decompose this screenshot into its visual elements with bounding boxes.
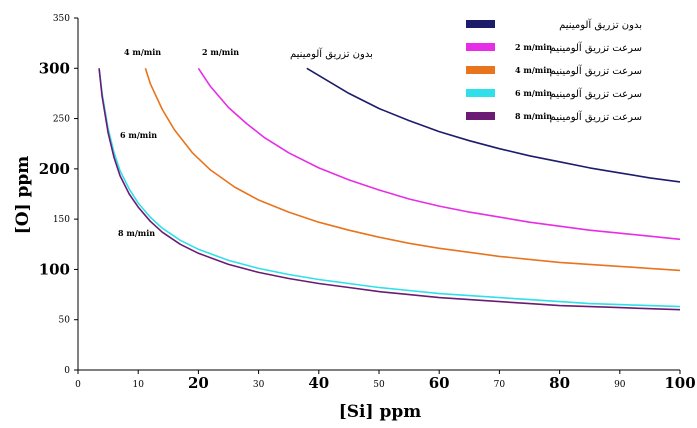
curve-label: 8 m/min bbox=[118, 228, 155, 238]
legend-label: سرعت تزریق آلومینیم bbox=[550, 110, 642, 123]
x-tick-label: 40 bbox=[308, 374, 329, 392]
curve-label: 4 m/min bbox=[124, 47, 161, 57]
legend-rate: 2 m/min bbox=[515, 42, 552, 52]
x-tick-label: 50 bbox=[373, 380, 385, 390]
curve-label: بدون تزریق آلومینیم bbox=[290, 47, 373, 60]
x-tick-label: 10 bbox=[132, 380, 144, 390]
x-axis-title: [Si] ppm bbox=[339, 402, 422, 422]
legend-label: بدون تزریق آلومینیم bbox=[559, 18, 642, 31]
curve-label: 2 m/min bbox=[202, 47, 239, 57]
series-line-6-m-min bbox=[98, 68, 681, 308]
y-tick-label: 300 bbox=[39, 59, 70, 77]
x-tick-label: 100 bbox=[664, 374, 695, 392]
legend-swatch bbox=[466, 89, 495, 97]
x-tick-label: 30 bbox=[253, 380, 265, 390]
x-tick-label: 70 bbox=[494, 380, 506, 390]
series-line-no-injection bbox=[306, 67, 681, 183]
y-tick-label: 150 bbox=[53, 215, 70, 225]
legend-rate: 8 m/min bbox=[515, 111, 552, 121]
x-tick-label: 20 bbox=[188, 374, 209, 392]
y-tick-label: 50 bbox=[59, 316, 71, 326]
series-line-8-m-min bbox=[98, 68, 681, 311]
y-tick-label: 0 bbox=[64, 366, 70, 376]
x-tick-label: 60 bbox=[429, 374, 450, 392]
y-tick-label: 200 bbox=[39, 160, 70, 178]
legend-label: سرعت تزریق آلومینیم bbox=[550, 87, 642, 100]
legend-swatch bbox=[466, 112, 495, 120]
legend-swatch bbox=[466, 66, 495, 74]
legend-label: سرعت تزریق آلومینیم bbox=[550, 41, 642, 54]
y-tick-label: 350 bbox=[53, 14, 70, 24]
series-line-2-m-min bbox=[197, 67, 681, 241]
series-line-4-m-min bbox=[144, 68, 681, 272]
legend-label: سرعت تزریق آلومینیم bbox=[550, 64, 642, 77]
x-tick-label: 0 bbox=[75, 380, 81, 390]
x-tick-label: 90 bbox=[614, 380, 626, 390]
curve-labels: بدون تزریق آلومینیم 2 m/min 4 m/min 6 m/min… bbox=[118, 47, 373, 238]
curve-label: 6 m/min bbox=[120, 130, 157, 140]
curves-layer bbox=[98, 67, 681, 311]
legend-rate: 4 m/min bbox=[515, 65, 552, 75]
y-axis-title: [O] ppm bbox=[13, 156, 33, 235]
y-tick-label: 100 bbox=[39, 260, 70, 278]
legend-rate: 6 m/min bbox=[515, 88, 552, 98]
legend-swatch bbox=[466, 43, 495, 51]
legend-swatch bbox=[466, 20, 495, 28]
y-tick-label: 250 bbox=[53, 115, 70, 125]
x-tick-label: 80 bbox=[549, 374, 570, 392]
ticks-layer: 0 10 20 30 40 50 60 70 80 90 100 0 50 100 150 200 250 300… bbox=[39, 14, 696, 392]
